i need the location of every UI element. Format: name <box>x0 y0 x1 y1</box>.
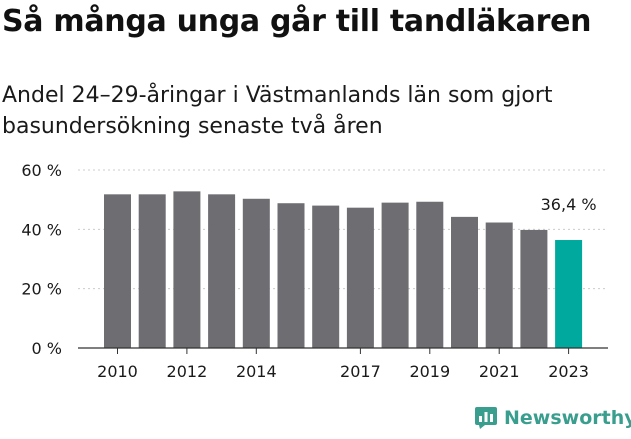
chart-title: Så många unga går till tandläkaren <box>2 4 592 39</box>
bar <box>277 203 305 348</box>
bar <box>173 191 201 348</box>
x-tick-label: 2021 <box>479 362 520 381</box>
bar <box>242 198 270 348</box>
y-tick-label: 20 % <box>21 280 62 299</box>
bar <box>416 201 444 348</box>
y-tick-label: 0 % <box>32 339 62 358</box>
x-tick-label: 2019 <box>409 362 450 381</box>
bar <box>485 222 513 348</box>
x-tick-label: 2010 <box>97 362 138 381</box>
data-label-highlight: 36,4 % <box>541 195 597 214</box>
x-tick-label: 2012 <box>167 362 208 381</box>
bar-chart: 0 % 20 % 40 % 60 % 2010 2012 2014 2017 2019 2021 2… <box>21 161 608 381</box>
y-tick-label: 60 % <box>21 161 62 180</box>
x-tick-label: 2017 <box>340 362 381 381</box>
bar <box>451 216 478 348</box>
chart-subtitle: Andel 24–29-åringar i Västmanlands län s… <box>2 83 553 139</box>
brand-name: Newsworthy <box>504 407 631 429</box>
bar <box>312 205 340 348</box>
bar <box>138 194 166 348</box>
newsworthy-logo[interactable]: Newsworthy <box>474 406 631 430</box>
x-tick-label: 2023 <box>548 362 589 381</box>
bar <box>520 229 548 348</box>
newsworthy-chart-icon <box>475 407 497 429</box>
bar <box>104 194 131 348</box>
bar-highlight <box>555 240 583 348</box>
y-tick-label: 40 % <box>21 220 62 239</box>
bar <box>381 202 409 348</box>
x-tick-label: 2014 <box>236 362 277 381</box>
bar <box>346 207 374 348</box>
bar <box>208 194 236 348</box>
